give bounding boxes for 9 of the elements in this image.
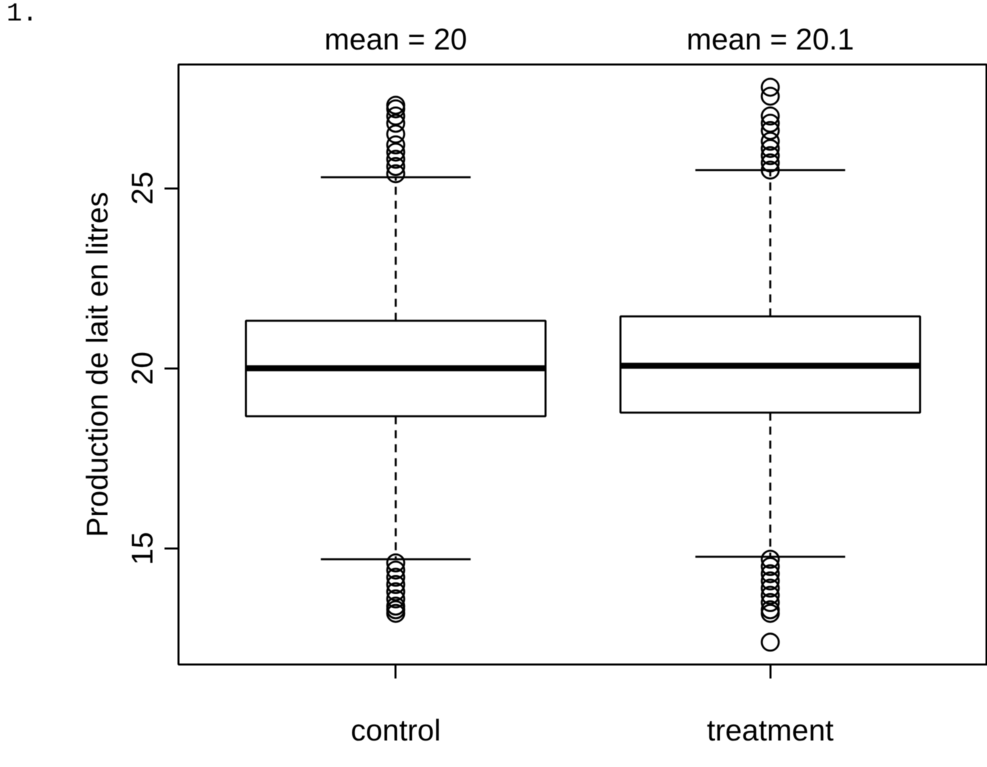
y-axis-title: Production de lait en litres xyxy=(82,192,114,538)
text: 1. xyxy=(6,0,38,28)
text: mean = 20.1 xyxy=(686,24,854,56)
x-tick-label: control xyxy=(350,714,441,748)
x-tick-label: treatment xyxy=(706,714,834,748)
y-tick-label: 25 xyxy=(126,171,160,205)
y-tick-label: 15 xyxy=(126,532,160,566)
y-tick-label: 20 xyxy=(126,352,160,385)
text: mean = 20 xyxy=(324,24,468,56)
